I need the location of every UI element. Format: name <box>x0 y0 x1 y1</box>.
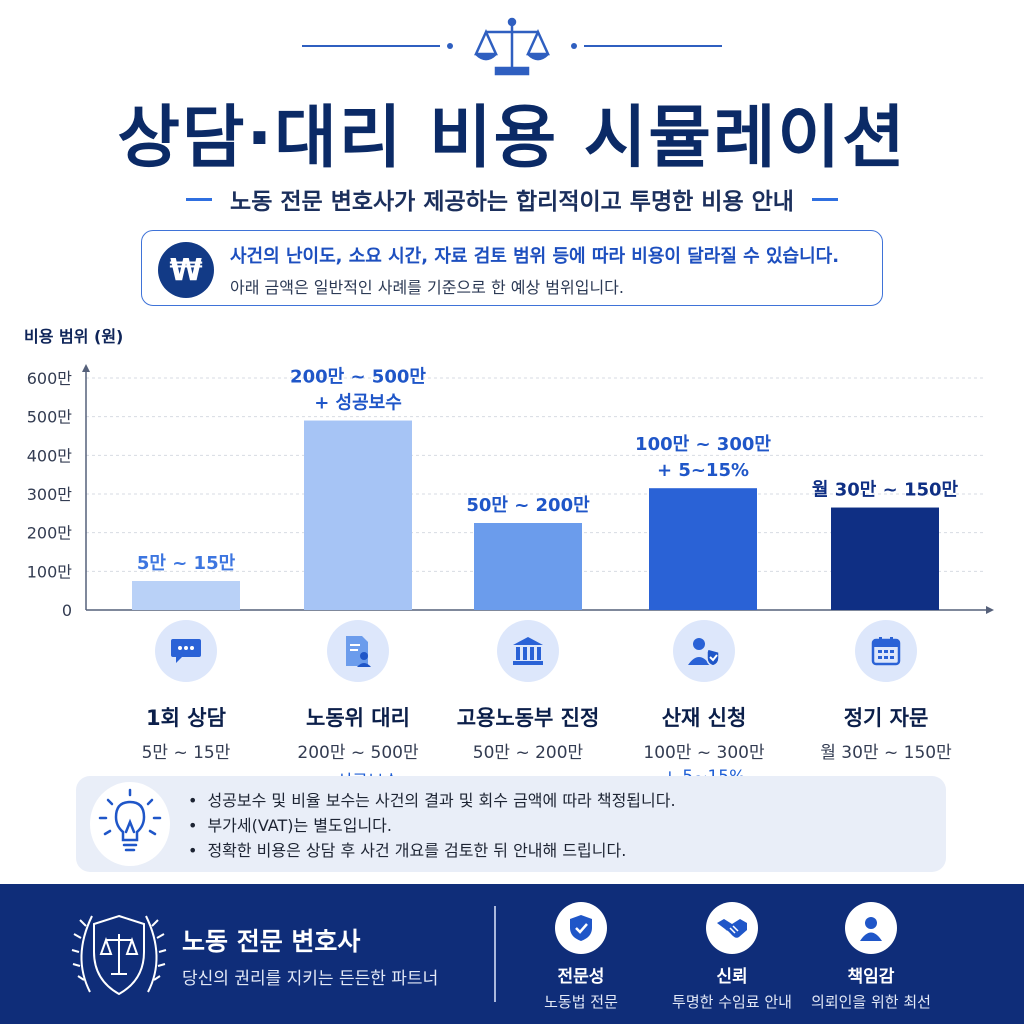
category-range: 200만 ~ 500만 <box>297 743 419 763</box>
feature-title: 신뢰 <box>716 967 748 987</box>
category-range: 50만 ~ 200만 <box>472 743 584 763</box>
y-tick-label: 100만 <box>27 562 73 581</box>
x-axis-arrow <box>986 606 994 614</box>
subtitle: 노동 전문 변호사가 제공하는 합리적이고 투명한 비용 안내 <box>230 189 794 215</box>
category-ministry-petition: 고용노동부 진정 50만 ~ 200만 <box>438 620 618 763</box>
category-name: 고용노동부 진정 <box>456 706 600 730</box>
category-name: 산재 신청 <box>661 706 747 730</box>
category-regular-advisory: 정기 자문 월 30만 ~ 150만 <box>796 620 976 763</box>
category-range: 100만 ~ 300만 <box>643 743 765 763</box>
y-tick-label: 200만 <box>27 524 73 543</box>
tip-item: 정확한 비용은 상담 후 사건 개요를 검토한 뒤 안내해 드립니다. <box>188 838 676 863</box>
tip-item: 성공보수 및 비율 보수는 사건의 결과 및 회수 금액에 따라 책정됩니다. <box>188 788 675 813</box>
page-title: 상담·대리 비용 시뮬레이션 <box>117 99 907 178</box>
category-consultation: 1회 상담 5만 ~ 15만 <box>96 620 276 763</box>
bar <box>304 420 412 610</box>
category-name: 정기 자문 <box>843 706 929 730</box>
feature-expertise: 전문성 노동법 전문 <box>496 902 666 1012</box>
bar-value-label: + 5~15% <box>657 460 749 481</box>
bar-value-label: 200만 ~ 500만 <box>290 367 426 388</box>
scales-icon <box>474 17 550 76</box>
feature-desc: 의뢰인을 위한 최선 <box>811 993 931 1011</box>
bar-value-label: 월 30만 ~ 150만 <box>812 480 959 501</box>
person-shield-icon <box>673 620 735 682</box>
tips-box: 성공보수 및 비율 보수는 사건의 결과 및 회수 금액에 따라 책정됩니다. … <box>76 776 946 872</box>
tips-list: 성공보수 및 비율 보수는 사건의 결과 및 회수 금액에 따라 책정됩니다. … <box>188 788 676 863</box>
y-tick-label: 0 <box>62 601 72 620</box>
category-labor-commission: 노동위 대리 200만 ~ 500만 + 성공보수 <box>268 620 448 792</box>
subtitle-row: 노동 전문 변호사가 제공하는 합리적이고 투명한 비용 안내 <box>0 182 1024 216</box>
header-ornament <box>302 17 722 76</box>
y-tick-label: 300만 <box>27 485 73 504</box>
bar <box>831 507 939 610</box>
person-icon <box>845 902 897 954</box>
footer-tagline: 당신의 권리를 지키는 든든한 파트너 <box>182 969 439 989</box>
category-range: 월 30만 ~ 150만 <box>820 743 952 763</box>
footer: 노동 전문 변호사 당신의 권리를 지키는 든든한 파트너 전문성 노동법 전문… <box>0 884 1024 1024</box>
government-building-icon <box>497 620 559 682</box>
won-icon: ₩ <box>158 242 214 298</box>
feature-title: 책임감 <box>847 967 895 987</box>
bar <box>474 523 582 610</box>
notice-line-2: 아래 금액은 일반적인 사례를 기준으로 한 예상 범위입니다. <box>230 278 624 297</box>
notice-box: ₩ 사건의 난이도, 소요 시간, 자료 검토 범위 등에 따라 비용이 달라질… <box>141 230 883 306</box>
law-emblem-icon <box>71 914 167 996</box>
bar-value-label: 50만 ~ 200만 <box>466 495 590 516</box>
feature-desc: 노동법 전문 <box>544 993 618 1011</box>
footer-brand: 노동 전문 변호사 <box>182 927 361 956</box>
chat-bubble-icon <box>155 620 217 682</box>
bar-value-label: 5만 ~ 15만 <box>137 553 236 574</box>
y-tick-label: 500만 <box>27 408 73 427</box>
calendar-icon <box>855 620 917 682</box>
footer-divider <box>494 906 496 1002</box>
feature-title: 전문성 <box>557 967 605 987</box>
y-tick-label: 600만 <box>27 369 73 388</box>
bar-value-label: + 성공보수 <box>314 393 402 414</box>
y-tick-label: 400만 <box>27 446 73 465</box>
subtitle-dash-right <box>811 197 838 201</box>
lightbulb-icon <box>90 782 170 866</box>
feature-responsibility: 책임감 의뢰인을 위한 최선 <box>786 902 956 1012</box>
category-name: 1회 상담 <box>146 706 226 730</box>
bar <box>649 488 757 610</box>
feature-trust: 신뢰 투명한 수임료 안내 <box>647 902 817 1012</box>
cost-bar-chart: 비용 범위 (원) 0 100만 200만 300만 400만 500만 600만 5만 ~ 1… <box>24 327 994 620</box>
notice-line-1: 사건의 난이도, 소요 시간, 자료 검토 범위 등에 따라 비용이 달라질 수… <box>230 246 840 267</box>
tip-item: 부가세(VAT)는 별도입니다. <box>188 813 676 838</box>
category-range: 5만 ~ 15만 <box>141 743 231 763</box>
feature-desc: 투명한 수임료 안내 <box>672 993 792 1011</box>
handshake-icon <box>706 902 758 954</box>
bar-value-label: 100만 ~ 300만 <box>635 434 771 455</box>
bar <box>132 581 240 610</box>
shield-check-icon <box>555 902 607 954</box>
subtitle-dash-left <box>186 197 213 201</box>
document-person-icon <box>327 620 389 682</box>
category-name: 노동위 대리 <box>306 706 410 730</box>
category-industrial-accident: 산재 신청 100만 ~ 300만 + 5~15% <box>614 620 794 787</box>
y-axis-label: 비용 범위 (원) <box>24 327 123 346</box>
y-axis-arrow <box>82 364 90 372</box>
